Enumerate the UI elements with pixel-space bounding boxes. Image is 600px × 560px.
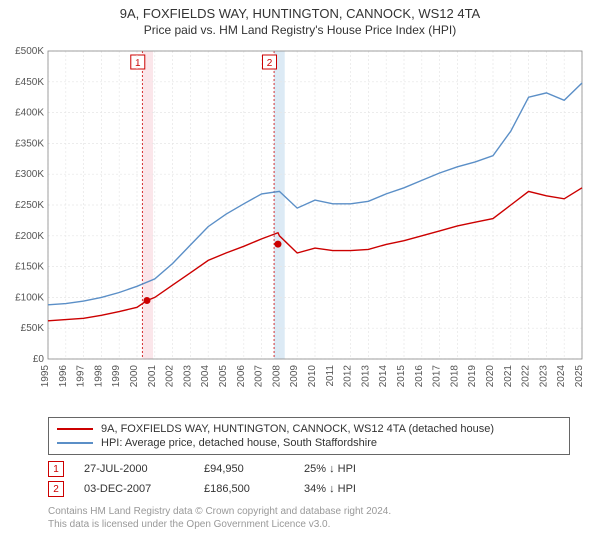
legend-row: 9A, FOXFIELDS WAY, HUNTINGTON, CANNOCK, … [57, 422, 561, 436]
svg-text:2005: 2005 [218, 365, 229, 388]
svg-text:2000: 2000 [129, 365, 140, 388]
chart-container: 9A, FOXFIELDS WAY, HUNTINGTON, CANNOCK, … [0, 0, 600, 560]
svg-text:£300K: £300K [15, 169, 44, 180]
chart-subtitle: Price paid vs. HM Land Registry's House … [0, 21, 600, 41]
svg-text:£450K: £450K [15, 77, 44, 88]
svg-text:2001: 2001 [147, 365, 158, 388]
svg-text:£200K: £200K [15, 231, 44, 242]
chart-area: 1 2 £0 £50K £100K £150K £200K £250K £300K £350K £4… [0, 41, 600, 411]
svg-text:2018: 2018 [449, 365, 460, 388]
attribution-line: This data is licensed under the Open Gov… [48, 518, 570, 531]
sale-price: £186,500 [204, 483, 284, 495]
attribution-line: Contains HM Land Registry data © Crown c… [48, 505, 570, 518]
sale-delta: 25% ↓ HPI [304, 463, 424, 475]
svg-text:£350K: £350K [15, 138, 44, 149]
legend: 9A, FOXFIELDS WAY, HUNTINGTON, CANNOCK, … [48, 417, 570, 455]
svg-text:2003: 2003 [182, 365, 193, 388]
attribution: Contains HM Land Registry data © Crown c… [48, 505, 570, 531]
chart-svg: 1 2 £0 £50K £100K £150K £200K £250K £300K £350K £4… [0, 41, 600, 411]
svg-text:2002: 2002 [165, 365, 176, 388]
svg-text:2014: 2014 [378, 365, 389, 388]
svg-text:1997: 1997 [76, 365, 87, 388]
svg-text:£150K: £150K [15, 262, 44, 273]
svg-text:1: 1 [135, 58, 141, 69]
svg-text:2023: 2023 [538, 365, 549, 388]
svg-text:2013: 2013 [360, 365, 371, 388]
legend-label: HPI: Average price, detached house, Sout… [101, 437, 377, 449]
svg-text:2019: 2019 [467, 365, 478, 388]
sale-badge: 1 [48, 461, 64, 477]
svg-text:1999: 1999 [111, 365, 122, 388]
legend-swatch-hpi [57, 442, 93, 444]
svg-text:2016: 2016 [414, 365, 425, 388]
sale-row: 2 03-DEC-2007 £186,500 34% ↓ HPI [48, 479, 570, 499]
svg-text:1996: 1996 [58, 365, 69, 388]
svg-text:2025: 2025 [574, 365, 585, 388]
sale-date: 03-DEC-2007 [84, 483, 184, 495]
svg-text:2: 2 [267, 58, 273, 69]
legend-row: HPI: Average price, detached house, Sout… [57, 436, 561, 450]
svg-text:2011: 2011 [325, 365, 336, 387]
svg-text:2024: 2024 [556, 365, 567, 388]
legend-label: 9A, FOXFIELDS WAY, HUNTINGTON, CANNOCK, … [101, 423, 494, 435]
sale-row: 1 27-JUL-2000 £94,950 25% ↓ HPI [48, 459, 570, 479]
svg-text:£500K: £500K [15, 46, 44, 57]
svg-text:2022: 2022 [521, 365, 532, 388]
svg-text:£400K: £400K [15, 108, 44, 119]
svg-text:1998: 1998 [93, 365, 104, 388]
svg-text:£100K: £100K [15, 292, 44, 303]
svg-text:£50K: £50K [21, 323, 45, 334]
sale-delta: 34% ↓ HPI [304, 483, 424, 495]
svg-text:1995: 1995 [40, 365, 51, 388]
svg-text:£0: £0 [33, 354, 45, 365]
svg-text:2017: 2017 [432, 365, 443, 388]
svg-text:2009: 2009 [289, 365, 300, 388]
svg-text:2008: 2008 [271, 365, 282, 388]
sale-date: 27-JUL-2000 [84, 463, 184, 475]
svg-text:2015: 2015 [396, 365, 407, 388]
svg-text:2004: 2004 [200, 365, 211, 388]
chart-title: 9A, FOXFIELDS WAY, HUNTINGTON, CANNOCK, … [0, 0, 600, 21]
svg-text:2012: 2012 [343, 365, 354, 388]
svg-text:2006: 2006 [236, 365, 247, 388]
legend-swatch-property [57, 428, 93, 430]
sales-table: 1 27-JUL-2000 £94,950 25% ↓ HPI 2 03-DEC… [48, 459, 570, 499]
svg-text:£250K: £250K [15, 200, 44, 211]
sale-price: £94,950 [204, 463, 284, 475]
svg-text:2021: 2021 [503, 365, 514, 388]
sale-badge: 2 [48, 481, 64, 497]
svg-text:2007: 2007 [254, 365, 265, 388]
svg-text:2020: 2020 [485, 365, 496, 388]
svg-text:2010: 2010 [307, 365, 318, 388]
